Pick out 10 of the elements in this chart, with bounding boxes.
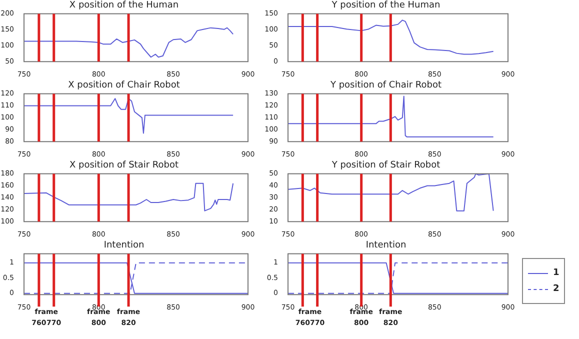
chart-title: Intention: [104, 240, 144, 251]
chart-title: Y position of Stair Robot: [330, 160, 441, 171]
legend-label: 2: [553, 284, 560, 294]
chart-title: Y position of the Human: [330, 0, 440, 11]
chart-title: Intention: [366, 240, 406, 251]
chart-title: X position of Stair Robot: [70, 160, 179, 171]
chart-title: X position of the Human: [69, 0, 179, 11]
chart-title: Y position of Chair Robot: [329, 80, 442, 91]
chart-title: X position of Chair Robot: [68, 80, 180, 91]
legend-label: 1: [553, 268, 560, 278]
